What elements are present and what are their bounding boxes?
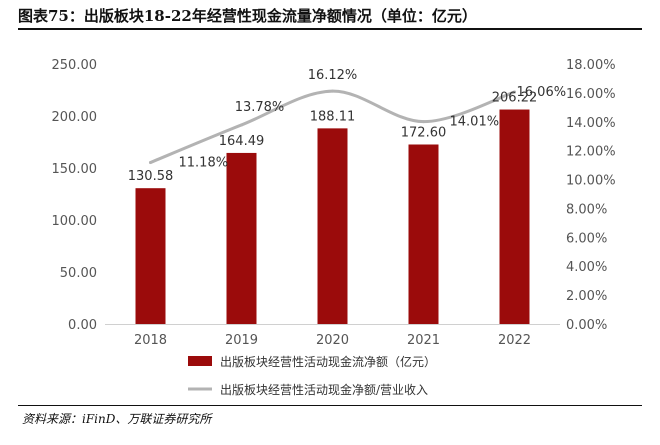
x-axis-tick-label: 2019	[225, 333, 258, 348]
right-axis-tick-label: 12.00%	[566, 145, 616, 160]
left-axis-tick-label: 100.00	[52, 214, 98, 229]
ratio-point	[422, 120, 425, 124]
right-axis-tick-label: 10.00%	[566, 174, 616, 189]
left-axis-tick-label: 0.00	[68, 318, 97, 333]
figure-title: 图表75：出版板块18-22年经营性现金流量净额情况（单位：亿元）	[18, 7, 477, 25]
x-axis-tick-label: 2018	[134, 333, 167, 348]
bar	[499, 109, 530, 325]
ratio-point	[240, 123, 243, 127]
x-axis-tick-label: 2021	[407, 333, 440, 348]
title-rule	[18, 28, 642, 30]
bar-value-label: 164.49	[219, 134, 265, 149]
bar-value-label: 188.11	[310, 109, 356, 124]
ratio-point	[513, 90, 516, 94]
line-value-label: 13.78%	[235, 100, 285, 115]
left-axis-tick-label: 200.00	[52, 110, 98, 125]
ratio-point	[149, 161, 152, 165]
legend-bar-label: 出版板块经营性活动现金流净额（亿元）	[220, 354, 436, 369]
right-axis-tick-label: 16.00%	[566, 87, 616, 102]
right-axis-tick-label: 8.00%	[566, 202, 607, 217]
bar-value-label: 172.60	[401, 125, 447, 140]
bar-value-label: 130.58	[128, 169, 174, 184]
bar-value-label: 206.22	[492, 91, 538, 106]
right-axis-tick-label: 0.00%	[566, 318, 607, 333]
right-axis-tick-label: 18.00%	[566, 58, 616, 73]
left-axis-tick-label: 250.00	[52, 58, 98, 73]
line-value-label: 14.01%	[450, 115, 500, 130]
bar	[226, 152, 257, 324]
left-axis-tick-label: 150.00	[52, 162, 98, 177]
line-value-label: 16.06%	[517, 85, 567, 100]
bar	[135, 188, 166, 324]
ratio-point	[331, 89, 334, 93]
right-axis-tick-label: 2.00%	[566, 289, 607, 304]
line-value-label: 11.18%	[179, 156, 229, 171]
right-axis-tick-label: 14.00%	[566, 116, 616, 131]
x-axis-tick-label: 2022	[498, 333, 531, 348]
bar	[317, 128, 348, 324]
x-axis-tick-label: 2020	[316, 333, 349, 348]
left-axis-tick-label: 50.00	[60, 266, 97, 281]
right-axis-tick-label: 4.00%	[566, 260, 607, 275]
bar	[408, 144, 439, 324]
legend-bar-swatch	[188, 356, 212, 366]
line-value-label: 16.12%	[308, 68, 358, 83]
source-rule	[18, 405, 642, 406]
right-axis-tick-label: 6.00%	[566, 231, 607, 246]
source-note: 资料来源：iFinD、万联证券研究所	[22, 412, 212, 426]
legend-line-label: 出版板块经营性活动现金净额/营业收入	[220, 382, 428, 397]
